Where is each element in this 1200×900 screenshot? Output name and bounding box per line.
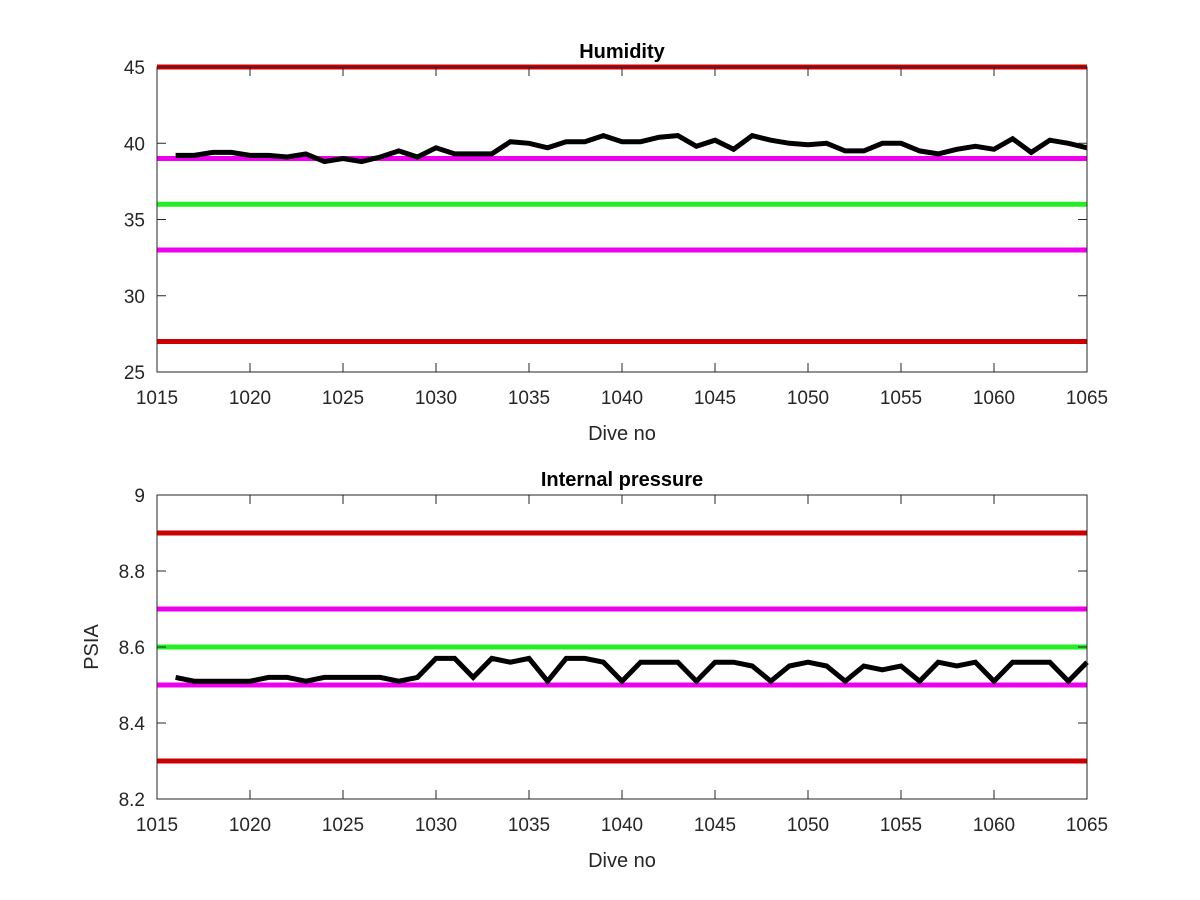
humidity-x-tick-label: 1055 (880, 388, 922, 409)
pressure-x-tick-label: 1035 (508, 815, 550, 836)
humidity-x-tick-label: 1060 (973, 388, 1015, 409)
pressure-x-ticks: 1015 1020 1025 1030 1035 1040 1045 1050 1055 1060… (136, 495, 1108, 836)
pressure-x-tick-label: 1045 (694, 815, 736, 836)
pressure-x-tick-label: 1060 (973, 815, 1015, 836)
pressure-y-tick-label: 8.4 (119, 714, 146, 735)
pressure-x-tick-label: 1020 (229, 815, 271, 836)
humidity-y-ticks: 25 30 35 40 45 (124, 58, 1087, 384)
pressure-reference-lines (157, 530, 1087, 764)
humidity-x-tick-label: 1025 (322, 388, 364, 409)
pressure-x-tick-label: 1040 (601, 815, 643, 836)
humidity-chart-title: Humidity (579, 41, 665, 63)
humidity-y-tick-label: 25 (124, 363, 145, 384)
humidity-y-tick-label: 35 (124, 211, 145, 232)
pressure-y-ticks: 8.2 8.4 8.6 8.8 9 (119, 486, 1087, 811)
humidity-series (175, 132, 1088, 165)
humidity-y-tick-label: 30 (124, 287, 145, 308)
humidity-x-tick-label: 1045 (694, 388, 736, 409)
humidity-plot-area (157, 67, 1087, 372)
humidity-chart: 1015 1020 1025 1030 1035 1040 1045 1050 1055 1060… (124, 41, 1108, 445)
humidity-y-tick-label: 45 (124, 58, 145, 79)
pressure-x-tick-label: 1050 (787, 815, 829, 836)
humidity-y-tick-label: 40 (124, 134, 145, 155)
pressure-x-tick-label: 1030 (415, 815, 457, 836)
pressure-x-axis-label: Dive no (588, 850, 656, 872)
pressure-data-line (175, 655, 1089, 686)
humidity-x-tick-label: 1035 (508, 388, 550, 409)
pressure-y-tick-label: 8.2 (119, 790, 145, 811)
pressure-x-tick-label: 1055 (880, 815, 922, 836)
humidity-x-tick-label: 1040 (601, 388, 643, 409)
humidity-x-axis-label: Dive no (588, 423, 656, 445)
humidity-x-tick-label: 1065 (1066, 388, 1108, 409)
humidity-data-line (175, 132, 1088, 165)
humidity-x-ticks: 1015 1020 1025 1030 1035 1040 1045 1050 1055 1060… (136, 67, 1108, 409)
pressure-y-tick-label: 8.8 (119, 562, 145, 583)
pressure-x-tick-label: 1025 (322, 815, 364, 836)
pressure-x-tick-label: 1015 (136, 815, 178, 836)
humidity-x-tick-label: 1020 (229, 388, 271, 409)
pressure-chart: 1015 1020 1025 1030 1035 1040 1045 1050 1055 1060… (81, 469, 1108, 872)
pressure-y-axis-label: PSIA (81, 624, 103, 670)
humidity-x-tick-label: 1050 (787, 388, 829, 409)
pressure-y-tick-label: 9 (134, 486, 145, 507)
pressure-series (175, 655, 1089, 686)
humidity-x-tick-label: 1015 (136, 388, 178, 409)
pressure-x-tick-label: 1065 (1066, 815, 1108, 836)
pressure-chart-title: Internal pressure (541, 469, 703, 491)
pressure-y-tick-label: 8.6 (119, 638, 145, 659)
humidity-x-tick-label: 1030 (415, 388, 457, 409)
